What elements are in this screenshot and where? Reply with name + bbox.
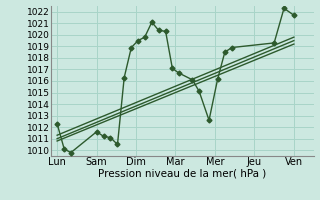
X-axis label: Pression niveau de la mer( hPa ): Pression niveau de la mer( hPa ) — [98, 169, 267, 179]
